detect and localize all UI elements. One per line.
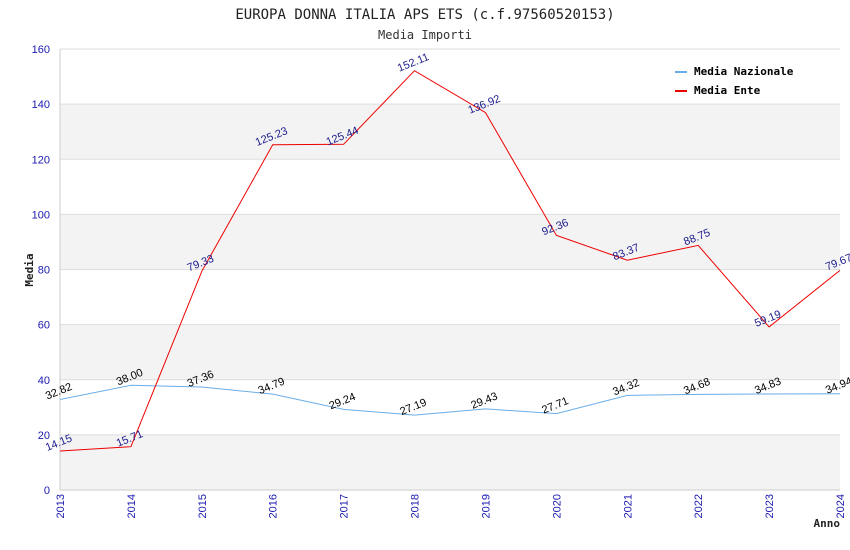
y-tick-label: 20 [38, 430, 50, 442]
x-tick-label: 2016 [268, 494, 280, 518]
legend-label-media-nazionale: Media Nazionale [694, 65, 794, 78]
y-tick-label: 60 [38, 320, 50, 332]
chart-title: EUROPA DONNA ITALIA APS ETS (c.f.9756052… [235, 7, 614, 23]
grid-band [60, 379, 840, 435]
grid-band [60, 269, 840, 325]
axis-ticks: 0 20 40 60 80 100 120 140 160 2013 2014 2015 2016 201… [32, 44, 847, 518]
x-tick-label: 2013 [55, 494, 67, 518]
grid-band [60, 434, 840, 490]
x-tick-label: 2017 [339, 494, 351, 518]
x-tick-label: 2020 [551, 494, 563, 518]
x-tick-label: 2019 [480, 494, 492, 518]
y-axis-title: Media [23, 253, 36, 286]
series-lines [59, 70, 841, 452]
chart-subtitle: Media Importi [378, 28, 472, 42]
y-tick-label: 80 [38, 265, 50, 277]
y-tick-label: 100 [32, 209, 50, 221]
y-tick-label: 0 [44, 485, 50, 497]
x-tick-label: 2023 [764, 494, 776, 518]
series-line-media-nazionale [59, 384, 841, 416]
grid-band [60, 324, 840, 380]
legend-box [669, 60, 809, 101]
legend: Media Nazionale Media Ente [669, 60, 809, 101]
grid-band [60, 214, 840, 270]
y-tick-label: 120 [32, 154, 50, 166]
x-tick-label: 2022 [693, 494, 705, 518]
series-line-media-ente [59, 70, 841, 452]
x-tick-label: 2014 [126, 494, 138, 518]
x-axis-title: Anno [814, 517, 841, 530]
legend-label-media-ente: Media Ente [694, 84, 761, 97]
y-tick-label: 40 [38, 375, 50, 387]
x-tick-label: 2021 [622, 494, 634, 518]
y-tick-label: 160 [32, 44, 50, 56]
x-tick-label: 2015 [197, 494, 209, 518]
x-tick-label: 2018 [410, 494, 422, 518]
grid-bands [59, 48, 840, 491]
y-tick-label: 140 [32, 99, 50, 111]
grid-band [60, 159, 840, 215]
x-tick-label: 2024 [835, 494, 847, 518]
grid-band [60, 104, 840, 160]
